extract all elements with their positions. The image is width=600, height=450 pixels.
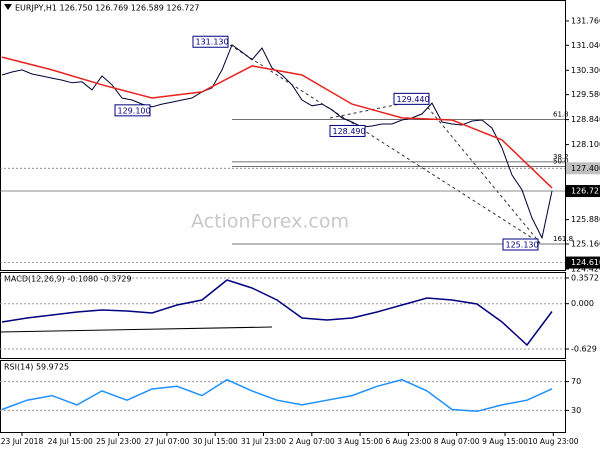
price-tag-label: 124.610 xyxy=(571,258,600,267)
macd-trend xyxy=(0,326,273,333)
x-tick-label: 25 Jul 23:00 xyxy=(96,437,141,446)
annotation-label: 131.130 xyxy=(196,38,229,47)
chart-title: EURJPY,H1 126.750 126.769 126.589 126.72… xyxy=(15,4,200,13)
y-tick-label: 128.840 xyxy=(571,115,600,124)
annotation-label: 128.490 xyxy=(333,127,366,136)
series-line xyxy=(1,56,553,189)
fib-label: 161.8 xyxy=(553,235,573,243)
annotation-label: 125.130 xyxy=(506,240,539,249)
x-tick-label: 6 Aug 23:00 xyxy=(385,437,431,446)
y-tick-label: 124.420 xyxy=(571,264,600,273)
price-tag xyxy=(566,185,600,198)
macd-title: MACD(12,26,9) -0.1080 -0.3729 xyxy=(4,275,132,284)
price-panel xyxy=(0,0,566,271)
price-annotation xyxy=(192,35,229,48)
y-tick-label: 125.880 xyxy=(571,215,600,224)
price-tag-label: 126.727 xyxy=(571,187,600,196)
price-annotation xyxy=(114,104,151,117)
y-tick-label: 130.300 xyxy=(571,66,600,75)
y-tick-label: 70 xyxy=(571,377,581,386)
series-line xyxy=(1,44,553,240)
menu-icon xyxy=(4,4,12,10)
x-tick-label: 3 Aug 15:00 xyxy=(337,437,383,446)
price-annotation xyxy=(393,92,430,105)
price-tag-label: 127.400 xyxy=(571,164,600,173)
x-tick-label: 27 Jul 07:00 xyxy=(144,437,189,446)
x-tick-label: 10 Aug 23:00 xyxy=(528,437,579,446)
x-tick-label: 23 Jul 2018 xyxy=(1,437,44,446)
y-tick-label: 30 xyxy=(571,406,581,415)
x-tick-label: 30 Jul 15:00 xyxy=(193,437,238,446)
x-tick-label: 8 Aug 07:00 xyxy=(434,437,480,446)
rsi-title: RSI(14) 59.9725 xyxy=(4,363,69,372)
y-tick-label: 0.3572 xyxy=(571,273,599,282)
annotation-label: 129.100 xyxy=(118,106,151,115)
fib-label: 61.8 xyxy=(553,111,569,119)
y-tick-label: 125.160 xyxy=(571,239,600,248)
rsi-panel xyxy=(0,360,566,433)
macd-panel xyxy=(0,272,566,359)
y-tick-label: 131.760 xyxy=(571,16,600,25)
x-tick-label: 9 Aug 15:00 xyxy=(482,437,528,446)
y-tick-label: 129.580 xyxy=(571,90,600,99)
x-tick-label: 24 Jul 15:00 xyxy=(48,437,93,446)
fib-label: 38.2 xyxy=(553,153,569,161)
trend-lines xyxy=(229,44,541,244)
price-tag xyxy=(566,256,600,269)
fib-label: 50.0 xyxy=(553,158,569,166)
annotation-label: 129.440 xyxy=(397,95,430,104)
price-annotation xyxy=(329,124,366,137)
y-tick-label: 0.000 xyxy=(571,299,594,308)
y-tick-label: 128.100 xyxy=(571,140,600,149)
watermark: ActionForex.com xyxy=(191,211,349,233)
series-line xyxy=(1,279,553,347)
y-tick-label: 131.040 xyxy=(571,41,600,50)
price-tag xyxy=(566,162,600,175)
price-annotation xyxy=(502,238,539,251)
x-tick-label: 31 Jul 23:00 xyxy=(241,437,286,446)
series-line xyxy=(1,378,553,413)
x-tick-label: 2 Aug 07:00 xyxy=(289,437,335,446)
y-tick-label: -0.629 xyxy=(571,344,597,353)
